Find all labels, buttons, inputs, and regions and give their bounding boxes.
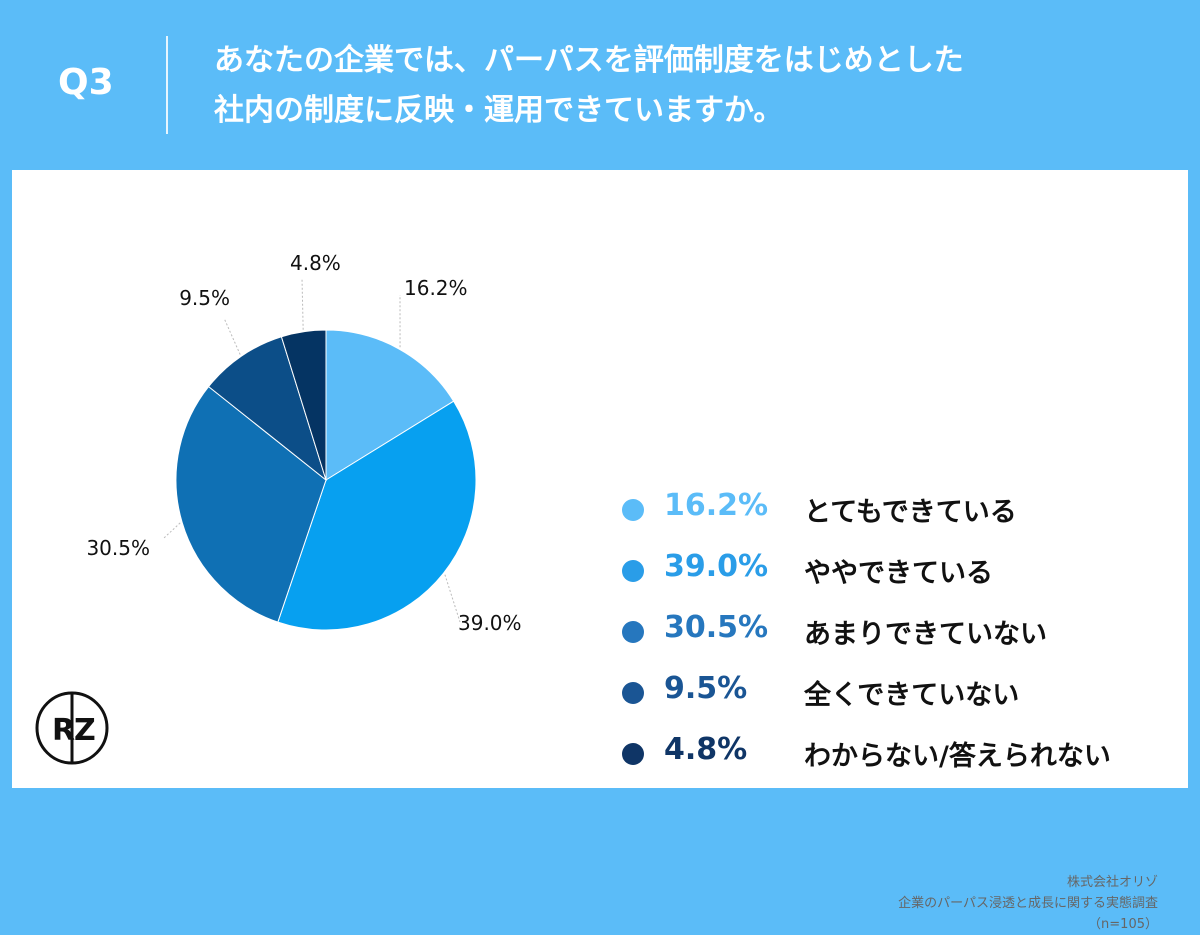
data-label: 30.5% [86,536,150,560]
legend-item: 39.0% ややできている [622,549,1182,610]
legend-dot-icon [622,682,644,704]
header: Q3 あなたの企業では、パーパスを評価制度をはじめとした 社内の制度に反映・運用… [0,0,1200,165]
credit-survey: 企業のパーパス浸透と成長に関する実態調査 [738,893,1158,914]
legend-percent: 4.8% [664,732,747,767]
orizo-logo-icon: R Z [34,690,110,766]
chart-panel: 16.2% 39.0% 30.5% 9.5% 4.8% 16.2% とてもできている 39.… [12,170,1188,788]
credit-sample-size: （n=105） [738,914,1158,935]
data-label: 39.0% [458,611,522,635]
legend-label: 全くできていない [804,673,1019,712]
data-label: 4.8% [290,251,341,275]
source-credits: 株式会社オリゾ 企業のパーパス浸透と成長に関する実態調査 （n=105） [738,872,1158,935]
legend-item: 9.5% 全くできていない [622,671,1182,732]
legend-dot-icon [622,560,644,582]
question-number: Q3 [58,62,128,103]
leader-line [224,318,240,355]
header-divider [166,36,168,134]
question-title: あなたの企業では、パーパスを評価制度をはじめとした 社内の制度に反映・運用できて… [214,36,1154,136]
legend-label: わからない/答えられない [804,734,1111,773]
legend-dot-icon [622,743,644,765]
legend-item: 4.8% わからない/答えられない [622,732,1182,793]
data-label: 9.5% [179,286,230,310]
legend-item: 16.2% とてもできている [622,488,1182,549]
legend-percent: 9.5% [664,671,747,706]
leader-line [164,523,180,538]
logo-letter-z: Z [74,713,96,748]
data-label: 16.2% [404,276,468,300]
legend-percent: 39.0% [664,549,768,584]
legend: 16.2% とてもできている 39.0% ややできている 30.5% あまりできていない 9… [622,488,1182,793]
logo-letter-r: R [52,713,75,748]
legend-percent: 30.5% [664,610,768,645]
leader-line [302,278,303,330]
legend-dot-icon [622,499,644,521]
question-title-line-1: あなたの企業では、パーパスを評価制度をはじめとした [214,36,1154,86]
legend-label: あまりできていない [804,612,1047,651]
legend-percent: 16.2% [664,488,768,523]
legend-label: ややできている [804,551,993,590]
legend-item: 30.5% あまりできていない [622,610,1182,671]
legend-dot-icon [622,621,644,643]
legend-label: とてもできている [804,490,1017,529]
credit-company: 株式会社オリゾ [738,872,1158,893]
question-title-line-2: 社内の制度に反映・運用できていますか。 [214,86,1154,136]
